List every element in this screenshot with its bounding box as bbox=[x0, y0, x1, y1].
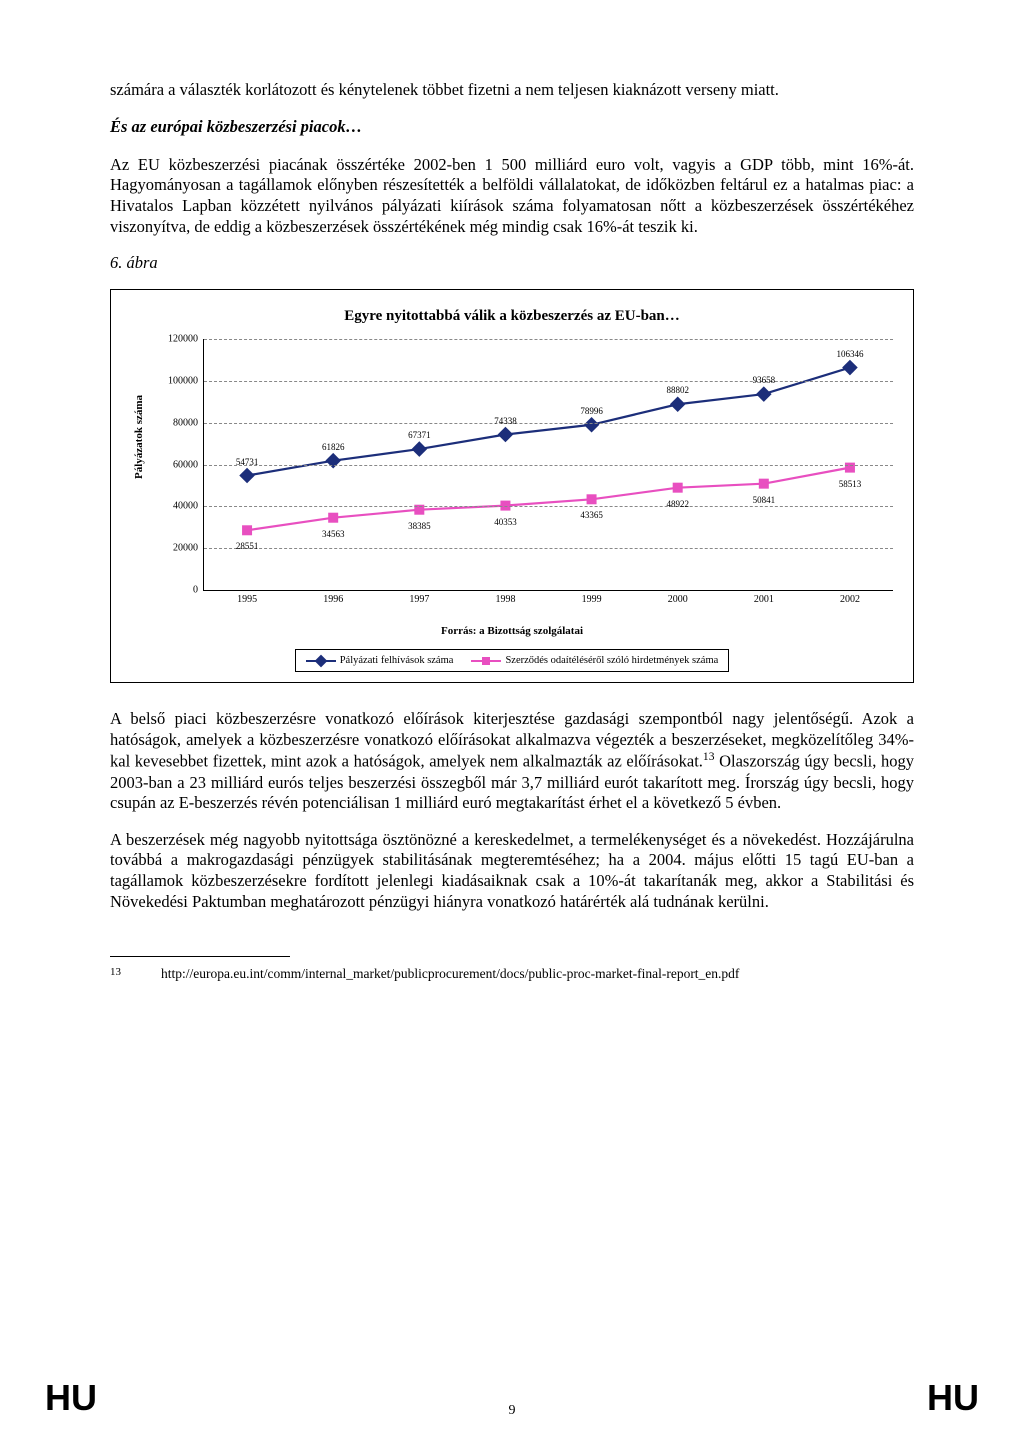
chart-y-axis-label: Pályázatok száma bbox=[133, 395, 145, 479]
chart-x-tick: 2002 bbox=[840, 590, 860, 605]
chart-y-tick: 120000 bbox=[168, 334, 204, 345]
legend-swatch-2 bbox=[471, 660, 501, 662]
chart-y-tick: 100000 bbox=[168, 375, 204, 386]
chart-gridline bbox=[204, 506, 893, 507]
chart-source: Forrás: a Bizottság szolgálatai bbox=[121, 625, 903, 637]
chart-data-label: 78996 bbox=[580, 406, 603, 416]
chart-y-tick: 40000 bbox=[173, 501, 204, 512]
chart-data-label: 67371 bbox=[408, 430, 431, 440]
chart-data-label: 93658 bbox=[753, 375, 776, 385]
chart-data-label: 58513 bbox=[839, 479, 862, 489]
chart-data-label: 34563 bbox=[322, 529, 345, 539]
paragraph-openness: A beszerzések még nagyobb nyitottsága ös… bbox=[110, 830, 914, 913]
footer-lang-left: HU bbox=[45, 1377, 97, 1419]
chart-x-tick: 1999 bbox=[582, 590, 602, 605]
square-marker-icon bbox=[482, 657, 490, 665]
page-footer: HU 9 HU bbox=[0, 1377, 1024, 1419]
section-heading: És az európai közbeszerzési piacok… bbox=[110, 117, 914, 137]
chart-y-tick: 80000 bbox=[173, 417, 204, 428]
diamond-marker-icon bbox=[314, 654, 327, 667]
chart-data-label: 88802 bbox=[666, 385, 689, 395]
footnote-text: http://europa.eu.int/comm/internal_marke… bbox=[161, 965, 739, 983]
chart-data-label: 38385 bbox=[408, 521, 431, 531]
chart-gridline bbox=[204, 548, 893, 549]
chart-x-tick: 1996 bbox=[323, 590, 343, 605]
footnote-13: 13 http://europa.eu.int/comm/internal_ma… bbox=[110, 965, 914, 983]
chart-x-tick: 1997 bbox=[409, 590, 429, 605]
chart-x-tick: 1998 bbox=[495, 590, 515, 605]
legend-label-1: Pályázati felhívások száma bbox=[340, 655, 454, 666]
chart-data-label: 40353 bbox=[494, 517, 517, 527]
legend-label-2: Szerződés odaítéléséről szóló hirdetmény… bbox=[505, 655, 718, 666]
chart-data-label: 50841 bbox=[753, 495, 776, 505]
chart-data-label: 43365 bbox=[580, 510, 603, 520]
legend-swatch-1 bbox=[306, 660, 336, 662]
footer-lang-right: HU bbox=[927, 1377, 979, 1419]
chart-plot-area: Pályázatok száma 02000040000600008000010… bbox=[149, 339, 903, 619]
chart-legend: Pályázati felhívások száma Szerződés oda… bbox=[295, 649, 730, 672]
footnote-rule bbox=[110, 956, 290, 957]
legend-item-series1: Pályázati felhívások száma bbox=[306, 655, 454, 666]
paragraph-eu-market: Az EU közbeszerzési piacának összértéke … bbox=[110, 155, 914, 238]
figure-label: 6. ábra bbox=[110, 253, 914, 273]
chart-y-tick: 20000 bbox=[173, 543, 204, 554]
chart-plot: 0200004000060000800001000001200001995199… bbox=[203, 339, 893, 591]
chart-gridline bbox=[204, 423, 893, 424]
paragraph-intro: számára a választék korlátozott és kényt… bbox=[110, 80, 914, 101]
chart-data-label: 54731 bbox=[236, 457, 259, 467]
chart-data-label: 28551 bbox=[236, 541, 259, 551]
chart-y-tick: 60000 bbox=[173, 459, 204, 470]
chart-data-label: 106346 bbox=[836, 349, 863, 359]
footer-page-number: 9 bbox=[509, 1403, 516, 1419]
chart-data-label: 61826 bbox=[322, 442, 345, 452]
chart-gridline bbox=[204, 465, 893, 466]
legend-item-series2: Szerződés odaítéléséről szóló hirdetmény… bbox=[471, 655, 718, 666]
chart-data-label: 48922 bbox=[666, 499, 689, 509]
chart-x-tick: 1995 bbox=[237, 590, 257, 605]
chart-x-tick: 2001 bbox=[754, 590, 774, 605]
paragraph-savings: A belső piaci közbeszerzésre vonatkozó e… bbox=[110, 709, 914, 814]
chart-gridline bbox=[204, 381, 893, 382]
chart-x-tick: 2000 bbox=[668, 590, 688, 605]
footnote-ref-13: 13 bbox=[703, 751, 715, 763]
footnote-number: 13 bbox=[110, 965, 121, 983]
chart-gridline bbox=[204, 339, 893, 340]
chart-data-label: 74338 bbox=[494, 416, 517, 426]
chart-y-tick: 0 bbox=[193, 585, 204, 596]
chart-container: Egyre nyitottabbá válik a közbeszerzés a… bbox=[110, 289, 914, 683]
chart-title: Egyre nyitottabbá válik a közbeszerzés a… bbox=[121, 308, 903, 325]
